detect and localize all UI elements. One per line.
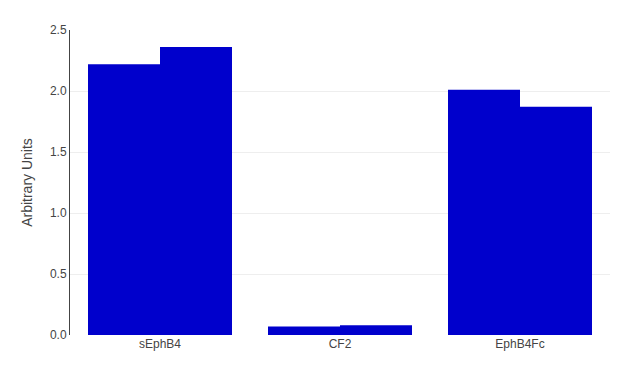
svg-text:0.5: 0.5 xyxy=(50,267,67,281)
svg-text:CF2: CF2 xyxy=(329,337,352,351)
svg-text:2.5: 2.5 xyxy=(50,23,67,37)
svg-text:EphB4Fc: EphB4Fc xyxy=(495,337,544,351)
svg-text:1.0: 1.0 xyxy=(50,206,67,220)
svg-text:Arbitrary Units: Arbitrary Units xyxy=(19,138,35,227)
svg-text:sEphB4: sEphB4 xyxy=(139,337,181,351)
svg-text:0.0: 0.0 xyxy=(50,328,67,342)
svg-text:1.5: 1.5 xyxy=(50,145,67,159)
svg-text:2.0: 2.0 xyxy=(50,84,67,98)
